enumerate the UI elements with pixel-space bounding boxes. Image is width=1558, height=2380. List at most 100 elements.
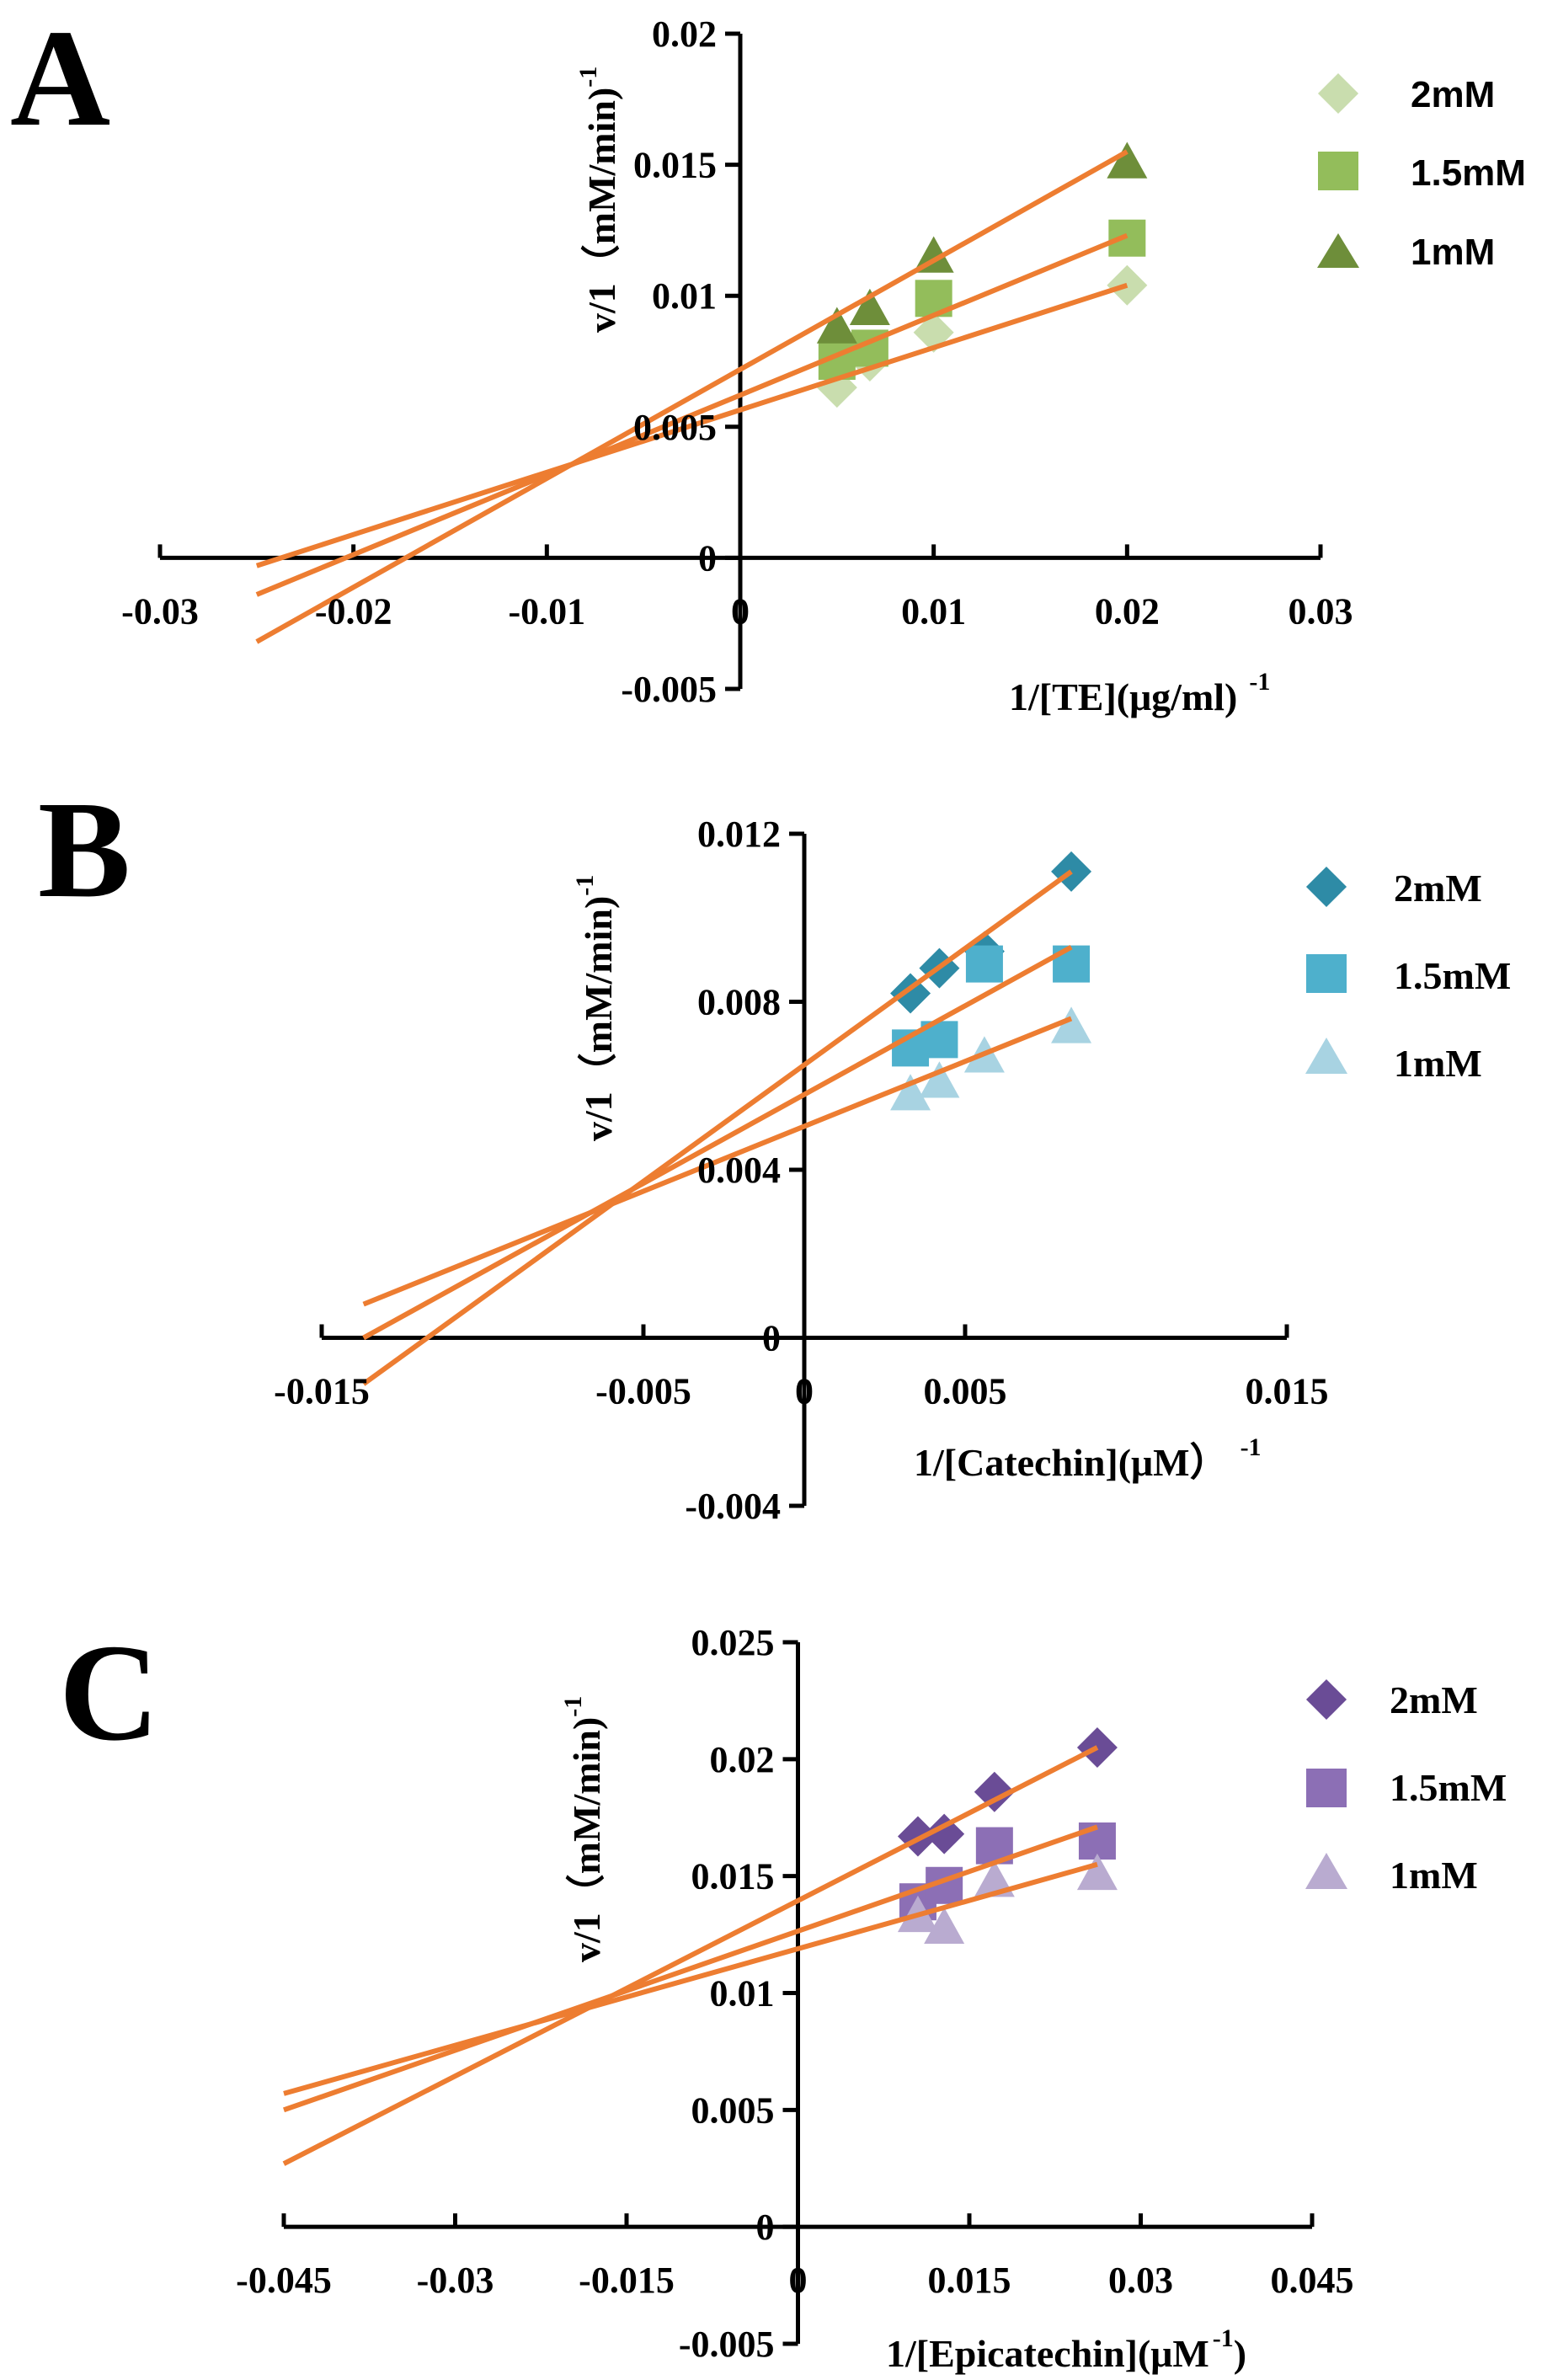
x-tick-label: 0.03	[1289, 590, 1353, 632]
panel-c-tick-labels: -0.045 -0.03 -0.015 0.015 0.03 0.045 0 -0.005 0 0…	[236, 1622, 1353, 2365]
x-tick-label: -0.03	[417, 2260, 494, 2301]
legend-item-2mM: 2mM	[1317, 72, 1495, 115]
panel-b-x-axis-label: 1/[Catechin](μM） -1	[914, 1433, 1262, 1484]
panel-b-tick-labels: -0.015 -0.005 0.005 0.015 0 -0.004 0 0.004 0.008…	[274, 814, 1328, 1527]
panel-c-x-axis-label: 1/[Epicatechin](μM -1)	[886, 2324, 1246, 2375]
y-tick-label: 0	[762, 1318, 781, 1359]
legend-marker-diamond	[1317, 72, 1359, 115]
y-tick-label: 0.015	[691, 1856, 775, 1897]
x-tick-label: 0.02	[1095, 590, 1160, 632]
legend-label: 1.5mM	[1394, 954, 1511, 997]
panel-c-y-axis-label: v/1（mM/min)-1	[559, 1696, 608, 1962]
fit-line-1.5mM	[362, 945, 1073, 1341]
legend-label: 2mM	[1411, 74, 1495, 115]
legend-marker-square	[1306, 1769, 1347, 1807]
panel-a-x-axis-label: 1/[TE](μg/ml) -1	[1009, 668, 1270, 718]
legend-marker-triangle	[1305, 1038, 1347, 1074]
fit-line-2mM	[282, 1745, 1099, 2166]
y-tick-label: 0.01	[652, 275, 717, 317]
data-point-1.5mM	[1053, 945, 1091, 983]
legend-item-2mM: 2mM	[1305, 866, 1482, 910]
x-tick-label: -0.015	[274, 1371, 370, 1412]
y-tick-label: 0.025	[691, 1622, 775, 1663]
x-tick-label-zero: 0	[789, 2260, 808, 2301]
fit-line-1mM	[283, 1861, 1098, 2096]
y-tick-label: 0	[756, 2207, 775, 2248]
y-tick-label: 0.02	[652, 13, 717, 55]
x-tick-label: -0.02	[315, 590, 392, 632]
data-point-1mM	[924, 1907, 965, 1944]
y-tick-label: 0.005	[691, 2089, 775, 2131]
panel-c-fit-lines	[282, 1745, 1099, 2166]
x-tick-label: 0.03	[1108, 2260, 1173, 2301]
legend-label: 1mM	[1390, 1854, 1478, 1897]
panel-b-axes	[319, 831, 1289, 1508]
x-tick-label: 0.015	[1246, 1371, 1329, 1412]
y-tick-label: -0.005	[679, 2324, 775, 2365]
x-tick-label-zero: 0	[795, 1371, 814, 1412]
panel-letter-c: C	[59, 1615, 159, 1769]
data-point-1mM	[919, 1061, 960, 1098]
panel-a-y-axis-label: v/1（mM/min)-1	[574, 67, 623, 333]
data-point-1.5mM	[965, 945, 1003, 983]
panel-a-axes	[157, 31, 1323, 691]
x-tick-label-zero: 0	[731, 590, 750, 632]
panel-c: C 1/[Epicatechin](μM -1) v/1（mM/min)-1 2m…	[59, 1615, 1507, 2375]
x-tick-label: 0.015	[928, 2260, 1011, 2301]
fit-line-1.5mM	[255, 232, 1128, 597]
y-tick-label: 0.005	[633, 407, 717, 448]
y-tick-label: 0.012	[697, 814, 781, 855]
fit-line-2mM	[361, 869, 1073, 1386]
y-tick-label: 0.02	[710, 1739, 775, 1780]
y-tick-label: 0.015	[633, 145, 717, 186]
legend-marker-triangle	[1317, 233, 1359, 268]
panel-c-legend: 2mM 1.5mM 1mM	[1305, 1678, 1507, 1897]
legend-item-1mM: 1mM	[1317, 232, 1495, 273]
y-tick-label: 0.01	[710, 1973, 775, 2014]
legend-item-1.5mM: 1.5mM	[1306, 1766, 1507, 1809]
panel-letter-b: B	[38, 772, 131, 926]
legend-label: 2mM	[1394, 867, 1482, 910]
y-tick-label: -0.004	[685, 1486, 781, 1527]
panel-b-fit-lines	[361, 869, 1073, 1386]
legend-label: 1mM	[1411, 232, 1495, 273]
x-tick-label: -0.045	[236, 2260, 332, 2301]
legend-label: 1mM	[1394, 1042, 1482, 1085]
x-tick-label: -0.01	[509, 590, 586, 632]
panel-c-axes	[281, 1640, 1315, 2346]
x-tick-label: -0.005	[595, 1371, 691, 1412]
panel-b: B 1/[Catechin](μM） -1 v/1（mM/min)-1 2mM 1…	[38, 772, 1511, 1527]
data-point-2mM	[924, 1813, 965, 1854]
legend-marker-diamond	[1305, 866, 1347, 908]
fit-line-1mM	[362, 1016, 1073, 1307]
fit-line-1mM	[255, 149, 1128, 644]
data-point-1mM	[974, 1860, 1015, 1897]
x-tick-label: 0.01	[901, 590, 966, 632]
data-point-2mM	[974, 1771, 1015, 1812]
y-tick-label: 0.004	[697, 1150, 781, 1191]
data-point-1mM	[1107, 141, 1148, 179]
legend-label: 1.5mM	[1390, 1766, 1507, 1809]
panel-a-tick-labels: -0.03 -0.02 -0.01 0 0.01 0.02 0.03 -0.005 0 0.005…	[121, 13, 1353, 710]
x-tick-label: -0.03	[121, 590, 199, 632]
legend-label: 1.5mM	[1411, 152, 1526, 194]
data-point-1mM	[1076, 1853, 1118, 1891]
fit-line-1.5mM	[283, 1824, 1098, 2113]
legend-marker-square	[1306, 954, 1347, 993]
legend-marker-triangle	[1305, 1853, 1347, 1889]
x-tick-label: 0.005	[924, 1371, 1007, 1412]
panel-letter-a: A	[10, 1, 110, 155]
x-tick-label: -0.015	[579, 2260, 675, 2301]
data-point-1mM	[816, 307, 857, 344]
legend-item-1.5mM: 1.5mM	[1306, 954, 1511, 997]
legend-label: 2mM	[1390, 1678, 1478, 1721]
y-tick-label: 0	[698, 537, 717, 579]
panel-b-y-axis-label: v/1（mM/min)-1	[571, 875, 620, 1141]
legend-item-1.5mM: 1.5mM	[1318, 152, 1526, 194]
legend-marker-square	[1318, 152, 1358, 190]
legend-marker-diamond	[1305, 1678, 1347, 1721]
panel-b-legend: 2mM 1.5mM 1mM	[1305, 866, 1511, 1085]
legend-item-1mM: 1mM	[1305, 1038, 1482, 1085]
y-tick-label: 0.008	[697, 982, 781, 1023]
